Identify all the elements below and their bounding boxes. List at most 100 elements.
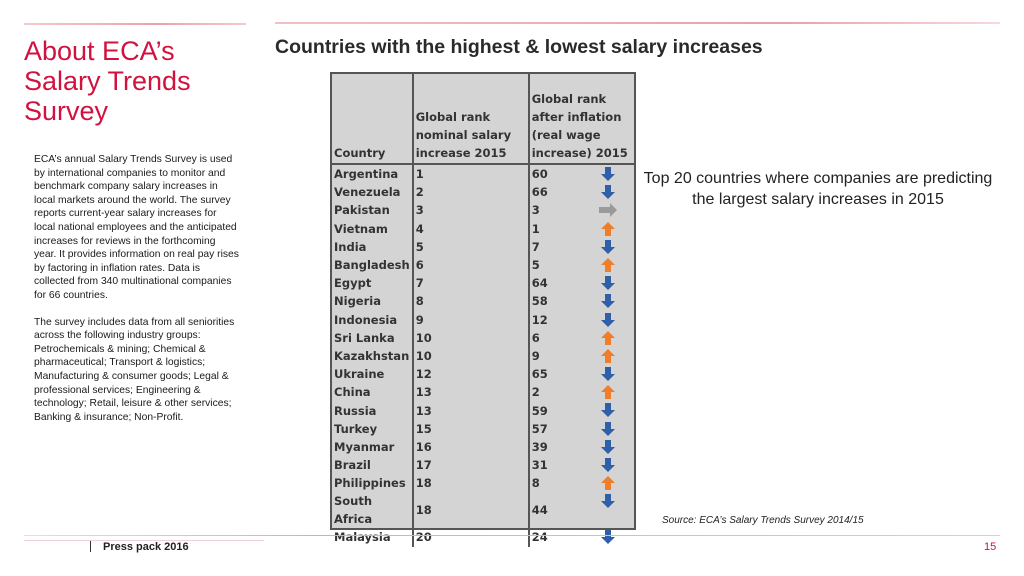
column-header-real: Global rank after inflation (real wage i… (528, 74, 634, 165)
country-cell: Ukraine (332, 365, 414, 384)
sidebar-paragraph-1: ECA’s annual Salary Trends Survey is use… (34, 154, 239, 301)
real-rank-cell: 3 (529, 201, 634, 219)
country-cell: India (332, 237, 414, 256)
real-rank-value: 9 (531, 348, 540, 363)
real-rank-cell: 39 (529, 438, 634, 456)
real-rank-cell: 12 (529, 311, 634, 329)
real-rank-value: 66 (531, 185, 548, 200)
real-rank-value: 57 (531, 421, 548, 436)
source-note: Source: ECA’s Salary Trends Survey 2014/… (662, 515, 864, 526)
table-row: Vietnam 4 1 (332, 219, 634, 238)
table-row: Egypt 7 64 (332, 274, 634, 293)
table-header-row: Country Global rank nominal salary incre… (332, 74, 634, 165)
table-row: Turkey 15 57 (332, 419, 634, 438)
column-header-country: Country (332, 74, 414, 165)
real-rank-value: 3 (531, 203, 540, 218)
real-rank-cell: 8 (529, 474, 634, 492)
arrow-down-icon (600, 403, 615, 418)
real-rank-value: 8 (531, 476, 540, 491)
country-cell: Bangladesh (332, 255, 414, 275)
sidebar-title: About ECA’s Salary Trends Survey (24, 36, 191, 126)
real-rank-cell: 65 (529, 365, 634, 383)
table-row: South Africa 18 44 (332, 492, 634, 529)
arrow-up-icon (600, 221, 615, 236)
footer-rule-secondary (24, 540, 264, 541)
table-body: Argentina 1 60 Venezuela 2 66 Pakistan 3 3 Vietna… (332, 164, 634, 547)
nominal-rank-cell: 1 (412, 164, 530, 184)
real-rank-value: 1 (531, 221, 540, 236)
real-rank-value: 58 (531, 294, 548, 309)
footer-label: Press pack 2016 (103, 541, 189, 553)
sidebar-body: ECA’s annual Salary Trends Survey is use… (34, 153, 239, 437)
nominal-rank-cell: 16 (412, 437, 530, 456)
country-cell: Turkey (332, 419, 414, 438)
nominal-rank-cell: 18 (412, 492, 530, 529)
table-row: Kazakhstan 10 9 (332, 346, 634, 366)
salary-rank-table: Country Global rank nominal salary incre… (330, 72, 636, 547)
table-row: Russia 13 59 (332, 401, 634, 420)
top-right-rule (275, 22, 1000, 24)
country-cell: Vietnam (332, 219, 414, 238)
table-row: Argentina 1 60 (332, 164, 634, 184)
nominal-rank-cell: 18 (412, 474, 530, 493)
real-rank-value: 60 (531, 167, 548, 182)
nominal-rank-cell: 13 (412, 383, 530, 402)
footer-divider (90, 541, 91, 552)
table-row: Brazil 17 31 (332, 456, 634, 475)
real-rank-value: 6 (531, 330, 540, 345)
real-rank-cell: 59 (529, 401, 634, 419)
country-cell: Myanmar (332, 437, 414, 456)
arrow-down-icon (600, 458, 615, 472)
table-row: Nigeria 8 58 (332, 292, 634, 311)
real-rank-value: 24 (531, 530, 548, 545)
arrow-down-icon (600, 185, 615, 200)
table-row: Philippines 18 8 (332, 474, 634, 493)
real-rank-cell: 2 (529, 383, 634, 401)
table-row: China 13 2 (332, 383, 634, 402)
table-row: Venezuela 2 66 (332, 183, 634, 202)
country-cell: Argentina (332, 164, 414, 184)
nominal-rank-cell: 13 (412, 401, 530, 420)
country-cell: Russia (332, 401, 414, 420)
nominal-rank-cell: 6 (412, 255, 530, 275)
real-rank-value: 59 (531, 403, 548, 418)
country-cell: Philippines (332, 474, 414, 493)
nominal-rank-cell: 5 (412, 237, 530, 256)
table-row: Pakistan 3 3 (332, 201, 634, 220)
country-cell: Nigeria (332, 292, 414, 311)
nominal-rank-cell: 2 (412, 183, 530, 202)
nominal-rank-cell: 12 (412, 365, 530, 384)
nominal-rank-cell: 3 (412, 201, 530, 220)
table-row: Indonesia 9 12 (332, 310, 634, 329)
real-rank-cell: 24 (529, 528, 634, 546)
arrow-down-icon (600, 312, 615, 327)
country-cell: Kazakhstan (332, 346, 414, 366)
nominal-rank-cell: 9 (412, 310, 530, 329)
arrow-down-icon (600, 421, 615, 436)
table-row: Ukraine 12 65 (332, 365, 634, 384)
country-cell: Venezuela (332, 183, 414, 202)
nominal-rank-cell: 4 (412, 219, 530, 238)
arrow-down-icon (600, 439, 615, 454)
arrow-up-icon (600, 476, 615, 491)
real-rank-value: 2 (531, 385, 540, 400)
real-rank-value: 39 (531, 439, 548, 454)
real-rank-cell: 6 (529, 329, 634, 347)
country-cell: Brazil (332, 456, 414, 475)
top-left-rule (24, 23, 246, 25)
arrow-right-icon (598, 203, 617, 218)
real-rank-value: 64 (531, 276, 548, 291)
real-rank-value: 5 (531, 258, 540, 273)
table-row: Bangladesh 6 5 (332, 255, 634, 275)
nominal-rank-cell: 7 (412, 274, 530, 293)
chart-caption: Top 20 countries where companies are pre… (643, 170, 993, 208)
real-rank-value: 65 (531, 367, 548, 382)
real-rank-value: 12 (531, 312, 548, 327)
page-number: 15 (984, 541, 997, 553)
country-cell: Malaysia (332, 528, 414, 547)
real-rank-value: 44 (531, 503, 548, 518)
arrow-down-icon (600, 494, 615, 509)
country-cell: Egypt (332, 274, 414, 293)
arrow-up-icon (600, 348, 615, 363)
real-rank-cell: 9 (529, 347, 634, 365)
